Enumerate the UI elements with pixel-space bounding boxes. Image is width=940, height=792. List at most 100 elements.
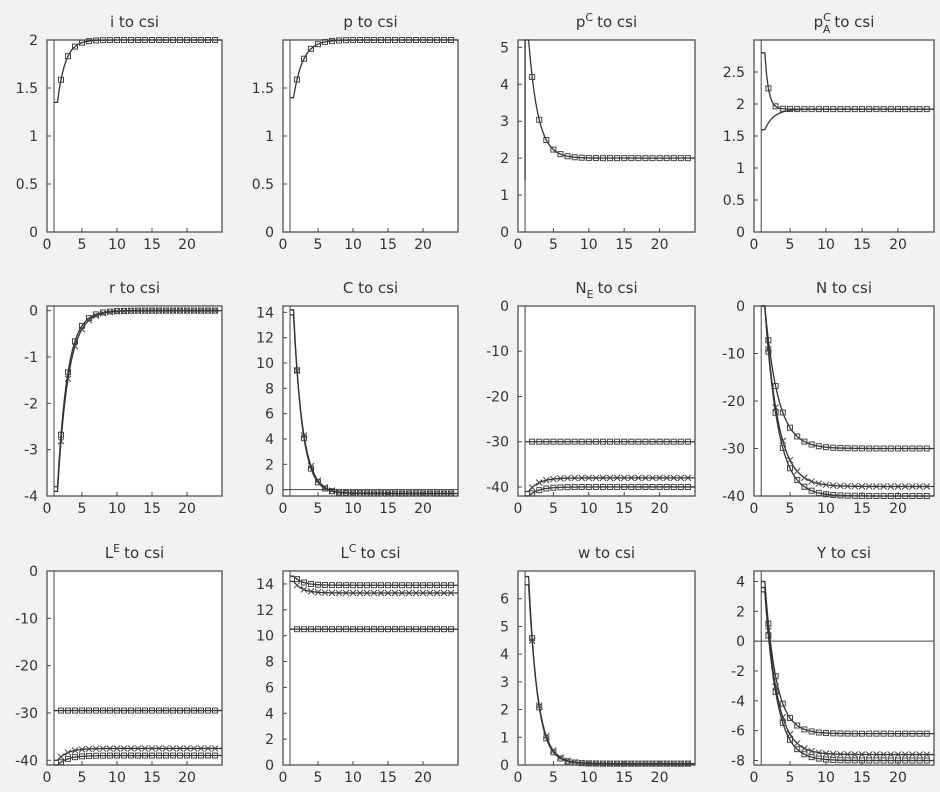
series-point <box>865 751 873 758</box>
series-point <box>844 730 851 737</box>
y-tick-label: -1 <box>24 350 38 366</box>
series-point <box>656 438 663 445</box>
series-point <box>384 490 392 497</box>
x-tick-label: 20 <box>178 237 196 253</box>
series-point <box>336 582 342 589</box>
series-point <box>328 487 336 494</box>
series-point <box>528 637 536 645</box>
series-point <box>607 483 614 490</box>
series-point <box>398 589 406 597</box>
series-point <box>419 589 427 597</box>
y-tick-label: -30 <box>722 442 745 458</box>
series-point <box>851 751 859 758</box>
x-tick-label: 20 <box>414 237 432 253</box>
series-point <box>801 745 808 752</box>
series-point <box>585 474 593 482</box>
x-tick-label: 15 <box>615 501 633 517</box>
series-point <box>865 483 873 490</box>
y-tick-label: -2 <box>731 664 745 680</box>
series-point <box>378 37 384 44</box>
y-tick-label: -40 <box>486 480 509 496</box>
series-point <box>670 438 677 445</box>
x-tick-label: 20 <box>178 770 196 786</box>
series-point <box>406 37 412 44</box>
series-point <box>550 475 557 483</box>
series-point <box>148 307 156 315</box>
x-tick-label: 15 <box>615 770 633 786</box>
series-point <box>419 490 427 497</box>
series-point <box>649 483 656 490</box>
series-point <box>191 752 197 759</box>
series-point <box>578 438 585 445</box>
series-point <box>127 307 135 315</box>
series-point <box>128 37 134 44</box>
series-point <box>128 707 134 714</box>
series-point <box>190 307 198 314</box>
x-tick-label: 15 <box>853 237 871 253</box>
series-point <box>64 375 72 383</box>
series-point <box>308 45 314 52</box>
x-tick-label: 15 <box>143 770 161 786</box>
chart-panel: w to csi 0 5 10 15 20 0 1 2 3 4 5 6 <box>500 544 696 786</box>
y-tick-label: 0 <box>265 225 274 241</box>
x-tick-label: 10 <box>344 501 362 517</box>
series-point <box>670 760 678 767</box>
series-point <box>420 582 426 589</box>
series-point <box>364 626 370 633</box>
series-point <box>142 707 148 714</box>
series-point <box>86 707 92 714</box>
series-point <box>329 582 335 589</box>
series-point <box>86 752 92 759</box>
series-point <box>135 752 141 759</box>
series-point <box>357 626 363 633</box>
series-point <box>627 474 635 482</box>
series-point <box>183 745 191 752</box>
y-tick-label: 0 <box>500 299 509 315</box>
series-point <box>197 745 205 752</box>
y-tick-label: -3 <box>24 443 38 459</box>
series-point <box>212 37 218 43</box>
plot-area <box>753 570 935 766</box>
series-point <box>801 438 808 445</box>
series-point <box>433 589 441 597</box>
x-tick-label: 0 <box>43 501 52 517</box>
series-point <box>385 582 391 589</box>
series-point <box>642 438 649 445</box>
series-point <box>107 37 113 44</box>
y-tick-label: 4 <box>500 647 509 663</box>
series-point <box>135 37 141 44</box>
series-point <box>599 474 607 482</box>
series-point <box>880 757 887 764</box>
series-point <box>607 438 614 445</box>
series-point <box>322 581 328 588</box>
series-point <box>649 474 656 482</box>
series-point <box>177 752 183 759</box>
series-point <box>64 749 72 756</box>
x-tick-label: 20 <box>414 770 432 786</box>
series-point <box>557 484 564 491</box>
series-point <box>620 474 628 482</box>
series-point <box>873 492 880 499</box>
y-tick-label: 0 <box>500 758 509 774</box>
series-point <box>162 307 170 314</box>
series-point <box>148 745 156 752</box>
y-tick-label: 6 <box>265 680 274 696</box>
series-point <box>902 757 909 764</box>
series-point <box>822 481 830 489</box>
series-point <box>895 730 901 737</box>
series-point <box>628 483 635 490</box>
y-tick-label: 4 <box>736 574 745 590</box>
series-point <box>801 726 808 733</box>
series-point <box>684 474 692 482</box>
series-point <box>294 626 300 633</box>
chart-title: pC to csi <box>576 11 637 31</box>
series-point <box>434 37 440 44</box>
series-point <box>300 586 308 593</box>
series-point <box>65 755 71 762</box>
series-point <box>578 759 586 767</box>
series-point <box>357 582 363 589</box>
series-point <box>420 37 426 44</box>
series-point <box>92 312 100 320</box>
series-point <box>677 438 684 445</box>
